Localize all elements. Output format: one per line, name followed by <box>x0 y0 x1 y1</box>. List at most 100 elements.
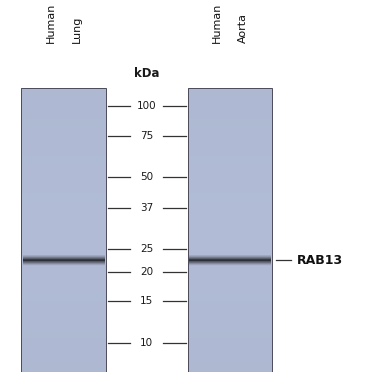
Bar <box>188 187 273 190</box>
Text: kDa: kDa <box>134 67 160 80</box>
Bar <box>21 150 106 153</box>
Bar <box>21 244 106 247</box>
Bar <box>188 261 273 264</box>
Bar <box>21 165 106 167</box>
Bar <box>188 179 273 182</box>
Bar <box>21 124 106 128</box>
Bar <box>21 366 106 369</box>
Bar <box>21 159 106 162</box>
Bar <box>21 284 106 287</box>
Bar <box>21 93 106 96</box>
Text: 15: 15 <box>140 296 153 306</box>
Text: Human: Human <box>46 2 56 43</box>
Bar <box>21 281 106 284</box>
Bar <box>188 273 273 276</box>
Bar <box>188 296 273 298</box>
Bar <box>21 193 106 196</box>
Bar <box>188 124 273 128</box>
Bar <box>188 156 273 159</box>
Bar <box>21 290 106 292</box>
Bar <box>21 142 106 144</box>
Bar <box>188 298 273 301</box>
Bar <box>21 136 106 139</box>
Bar <box>21 364 106 366</box>
Bar <box>21 358 106 361</box>
Bar <box>188 230 273 233</box>
Bar <box>188 182 273 184</box>
Bar <box>21 196 106 199</box>
Bar <box>21 270 106 273</box>
Bar <box>21 221 106 224</box>
Bar <box>188 162 273 165</box>
Bar <box>188 144 273 147</box>
Bar <box>21 176 106 179</box>
Bar <box>21 204 106 207</box>
Bar <box>21 307 106 310</box>
Bar <box>21 184 106 187</box>
Bar <box>188 358 273 361</box>
Text: 100: 100 <box>137 101 157 111</box>
Bar <box>188 255 273 258</box>
Bar <box>188 201 273 204</box>
Bar <box>21 199 106 201</box>
Bar <box>188 338 273 341</box>
Bar <box>21 190 106 193</box>
Bar <box>188 364 273 366</box>
Bar <box>21 182 106 184</box>
Bar <box>21 255 106 258</box>
Bar <box>188 287 273 290</box>
Bar <box>21 241 106 244</box>
Bar <box>21 216 106 219</box>
Bar <box>21 341 106 344</box>
Bar <box>188 108 273 110</box>
Bar <box>188 216 273 219</box>
Bar <box>188 318 273 321</box>
Bar <box>21 119 106 122</box>
Bar <box>21 298 106 301</box>
Bar <box>21 233 106 236</box>
Bar <box>21 330 106 332</box>
Bar <box>21 99 106 102</box>
Bar <box>188 292 273 296</box>
Text: 50: 50 <box>140 172 153 183</box>
Bar <box>188 315 273 318</box>
Bar <box>21 128 106 130</box>
Bar <box>21 253 106 255</box>
Bar <box>188 170 273 173</box>
Bar <box>188 133 273 136</box>
Bar <box>21 350 106 352</box>
Bar <box>21 139 106 142</box>
Bar <box>21 210 106 213</box>
Bar <box>188 332 273 335</box>
Bar <box>21 108 106 110</box>
Bar <box>188 139 273 142</box>
Bar <box>188 321 273 324</box>
Bar <box>188 258 273 261</box>
Bar <box>21 312 106 315</box>
Bar <box>188 196 273 199</box>
Bar <box>188 361 273 364</box>
Bar <box>21 278 106 281</box>
Bar <box>188 247 273 250</box>
Bar <box>21 238 106 241</box>
Bar <box>188 344 273 346</box>
Bar <box>188 130 273 133</box>
Bar <box>188 93 273 96</box>
Text: 25: 25 <box>140 244 153 254</box>
Bar <box>188 105 273 108</box>
Bar <box>188 136 273 139</box>
Text: 10: 10 <box>140 338 153 348</box>
Bar <box>21 346 106 350</box>
Bar <box>21 130 106 133</box>
Bar <box>21 261 106 264</box>
Bar <box>21 170 106 173</box>
Bar <box>21 321 106 324</box>
Bar <box>21 179 106 182</box>
Bar <box>188 90 273 93</box>
Bar <box>188 147 273 150</box>
Bar <box>21 344 106 346</box>
Bar <box>188 276 273 278</box>
Bar <box>188 281 273 284</box>
Bar <box>188 324 273 327</box>
Bar <box>188 210 273 213</box>
